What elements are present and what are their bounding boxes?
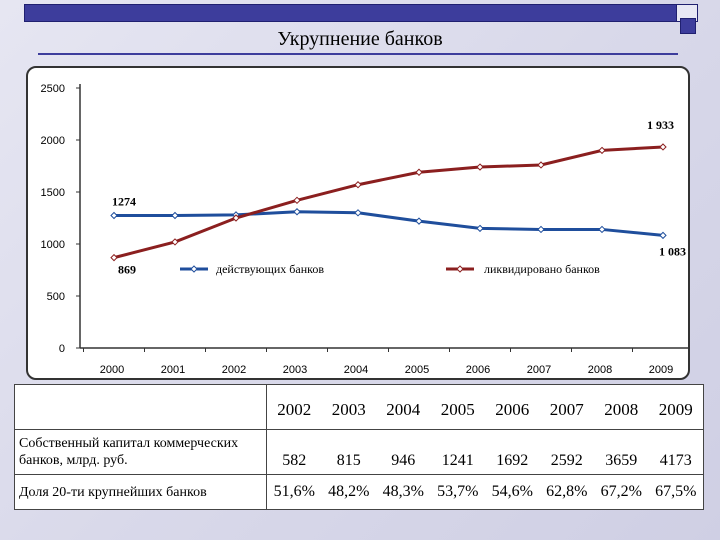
series-point — [476, 224, 484, 233]
table-share-cell: 67,2% — [600, 483, 642, 500]
table-share-cell: 48,2% — [328, 483, 370, 500]
table-year-cell: 2003 — [331, 400, 366, 419]
title-underline — [38, 53, 678, 55]
x-tick-label: 2006 — [466, 364, 490, 376]
series-point — [171, 238, 179, 246]
table-corner-cell — [14, 384, 267, 430]
series-point — [415, 217, 423, 225]
series-line-2 — [113, 145, 664, 260]
x-tick-label: 2005 — [405, 364, 429, 376]
table-row-capital: Собственный капитал коммерческих банков,… — [14, 429, 704, 475]
capital-cells: 582 815 946 1241 1692 2592 3659 4173 — [267, 430, 703, 474]
table-row-share: Доля 20-ти крупнейших банков 51,6% 48,2% 4… — [14, 474, 704, 510]
series-point — [659, 143, 667, 151]
table-share-cell: 67,5% — [655, 483, 697, 500]
table-capital-cell: 815 — [336, 452, 361, 469]
stats-table: 2002 2003 2004 2005 2006 2007 2008 2009 Собстве… — [14, 384, 704, 510]
table-share-cell: 62,8% — [546, 483, 588, 500]
series-point — [354, 209, 362, 217]
table-capital-cell: 946 — [391, 452, 416, 469]
table-year-cell: 2009 — [658, 400, 693, 419]
table-share-cell: 48,3% — [382, 483, 424, 500]
legend-label: действующих банков — [216, 262, 324, 276]
series-point — [476, 163, 484, 171]
table-capital-cell: 1692 — [496, 452, 529, 469]
series-point — [232, 214, 240, 222]
x-tick-label: 2004 — [344, 364, 368, 376]
table-year-cell: 2008 — [604, 400, 639, 419]
table-capital-cell: 2592 — [550, 452, 583, 469]
series-point — [659, 231, 667, 240]
table-capital-cell: 3659 — [605, 452, 638, 469]
table-year-cell: 2006 — [495, 400, 530, 419]
x-tick-label: 2008 — [588, 364, 612, 376]
series-point — [537, 225, 545, 234]
row-label-share: Доля 20-ти крупнейших банков — [14, 474, 267, 510]
series-point — [110, 211, 118, 220]
y-tick-label: 500 — [47, 291, 65, 303]
header-square — [680, 18, 696, 34]
legend-marker — [456, 265, 464, 273]
data-label: 1274 — [112, 195, 136, 209]
data-label: 869 — [118, 263, 136, 277]
x-tick-label: 2000 — [100, 364, 124, 376]
table-capital-cell: 1241 — [441, 452, 474, 469]
row-label-capital: Собственный капитал коммерческих банков,… — [14, 429, 267, 475]
table-capital-cell: 582 — [282, 452, 307, 469]
page-title: Укрупнение банков — [277, 28, 443, 50]
series-point — [171, 211, 179, 220]
y-tick-label: 1000 — [41, 239, 65, 251]
table-share-cell: 53,7% — [437, 483, 479, 500]
series-point — [354, 181, 362, 189]
table-year-cell: 2005 — [440, 400, 475, 419]
data-label: 1 933 — [647, 118, 674, 132]
series-point — [415, 168, 423, 176]
legend-marker — [190, 265, 198, 273]
table-year-cell: 2007 — [549, 400, 584, 419]
line-chart: 0 500 1000 1500 2000 2500 2000 2001 2002 2003 2004… — [41, 83, 690, 376]
series-point — [537, 161, 545, 169]
table-year-cell: 2004 — [386, 400, 421, 419]
chart-frame — [26, 66, 690, 380]
y-tick-label: 1500 — [41, 187, 65, 199]
series-point — [293, 208, 301, 216]
data-label: 1 083 — [659, 244, 686, 258]
table-share-cell: 54,6% — [491, 483, 533, 500]
x-tick-label: 2007 — [527, 364, 551, 376]
table-year-cell: 2002 — [277, 400, 312, 419]
series-line-1 — [114, 210, 664, 237]
series-point — [293, 196, 301, 205]
years-cells: 2002 2003 2004 2005 2006 2007 2008 2009 — [267, 382, 703, 432]
table-row-years: 2002 2003 2004 2005 2006 2007 2008 2009 — [14, 382, 704, 432]
y-tick-label: 0 — [59, 343, 65, 355]
series-point — [598, 225, 606, 234]
share-cells: 51,6% 48,2% 48,3% 53,7% 54,6% 62,8% 67,2% 67,5% — [267, 475, 703, 509]
series-point — [598, 146, 606, 155]
x-tick-label: 2009 — [649, 364, 673, 376]
legend-label: ликвидировано банков — [484, 262, 600, 276]
series-point — [110, 253, 118, 262]
x-tick-label: 2003 — [283, 364, 307, 376]
table-capital-cell: 4173 — [659, 452, 692, 469]
x-tick-label: 2002 — [222, 364, 246, 376]
y-tick-label: 2500 — [41, 83, 65, 95]
x-tick-label: 2001 — [161, 364, 185, 376]
y-tick-label: 2000 — [41, 135, 65, 147]
table-share-cell: 51,6% — [273, 483, 315, 500]
